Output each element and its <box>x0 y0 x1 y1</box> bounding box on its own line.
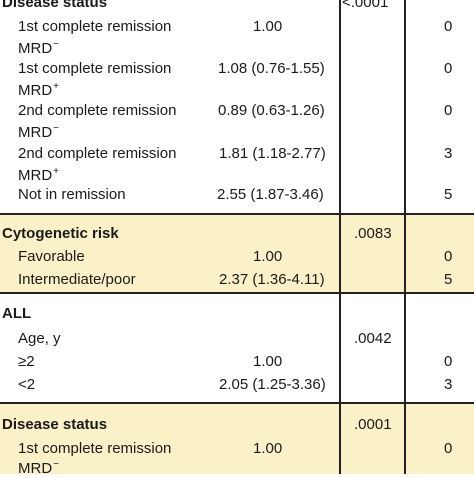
row-label: 2nd complete remission <box>18 145 177 162</box>
row-label: 1st complete remission <box>18 60 172 77</box>
p-value: .0083 <box>354 225 392 242</box>
cytogenetic-risk-heading: Cytogenetic risk <box>2 225 119 242</box>
count: 0 <box>444 60 453 77</box>
column-divider-left <box>339 0 341 474</box>
rule-1 <box>0 213 474 215</box>
row-label: 2nd complete remission <box>18 102 177 119</box>
row-label: <2 <box>18 376 36 393</box>
row-label-sub: MRD+ <box>18 166 60 184</box>
row-label: Age, y <box>18 330 61 347</box>
row-label: Not in remission <box>18 186 126 203</box>
row-label: Intermediate/poor <box>18 271 136 288</box>
all-heading: ALL <box>2 305 32 322</box>
row-label-sub: MRD− <box>18 123 60 141</box>
count: 0 <box>444 248 453 265</box>
hazard-ratio: 1.00 <box>253 440 283 457</box>
column-divider-right <box>404 0 406 474</box>
count: 3 <box>444 376 453 393</box>
rule-2 <box>0 292 474 294</box>
row-label-sub: MRD− <box>18 39 60 57</box>
count: 5 <box>444 271 453 288</box>
cytogenetic-section-bg <box>0 214 474 292</box>
hazard-ratio: 2.37 (1.36-4.11) <box>219 271 325 288</box>
hazard-ratio: 1.08 (0.76-1.55) <box>218 60 325 77</box>
row-label-sub: MRD+ <box>18 81 60 99</box>
count: 0 <box>444 353 453 370</box>
p-value: <.0001 <box>342 0 389 11</box>
hazard-ratio: 1.00 <box>253 353 283 370</box>
p-value: .0042 <box>354 330 392 347</box>
row-label: Favorable <box>18 248 85 265</box>
hazard-ratio: 1.00 <box>253 248 283 265</box>
row-label: 1st complete remission <box>18 18 172 35</box>
count: 3 <box>444 145 453 162</box>
count: 0 <box>444 18 453 35</box>
row-label: ≥2 <box>18 353 35 370</box>
hazard-ratio: 0.89 (0.63-1.26) <box>218 102 325 119</box>
count: 0 <box>444 102 453 119</box>
disease-status-heading: Disease status <box>2 416 108 433</box>
disease-status-heading: Disease status <box>2 0 108 11</box>
p-value: .0001 <box>354 416 392 433</box>
disease-status-section-bg <box>0 403 474 474</box>
row-label: 1st complete remission <box>18 440 172 457</box>
hazard-ratio: 1.81 (1.18-2.77) <box>219 145 326 162</box>
hazard-ratio: 2.05 (1.25-3.36) <box>219 376 326 393</box>
count: 5 <box>444 186 453 203</box>
rule-3 <box>0 402 474 404</box>
hazard-ratio: 1.00 <box>253 18 283 35</box>
count: 0 <box>444 440 453 457</box>
row-label-sub: MRD− <box>18 459 60 477</box>
hazard-ratio: 2.55 (1.87-3.46) <box>217 186 324 203</box>
